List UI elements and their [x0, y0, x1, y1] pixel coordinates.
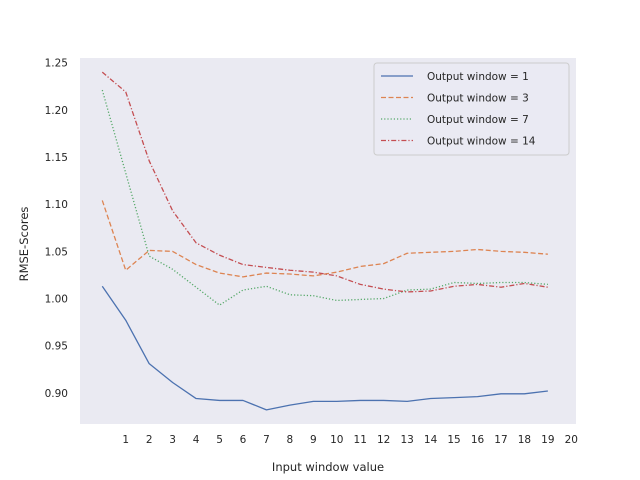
series-line-4 [101, 71, 548, 293]
y-axis-label: RMSE-Scores [17, 207, 31, 282]
x-tick-label: 19 [541, 434, 554, 446]
x-tick-label: 14 [424, 434, 438, 446]
series-line-2 [101, 200, 548, 278]
x-tick-label: 3 [169, 434, 176, 446]
legend-label: Output window = 3 [427, 93, 529, 105]
x-tick-label: 9 [310, 434, 317, 446]
x-tick-label: 7 [263, 434, 270, 446]
legend-label: Output window = 14 [427, 136, 536, 148]
legend-label: Output window = 7 [427, 114, 529, 126]
y-axis-ticks: 0.90 0.95 1.00 1.05 1.10 1.15 1.20 1.25 [45, 58, 68, 400]
x-tick-label: 13 [400, 434, 413, 446]
series-line-1 [101, 285, 548, 411]
y-tick-label: 0.90 [45, 388, 68, 400]
x-tick-label: 5 [216, 434, 223, 446]
x-tick-label: 16 [471, 434, 485, 446]
x-axis-label: Input window value [272, 460, 384, 474]
x-tick-label: 6 [240, 434, 247, 446]
x-tick-label: 10 [330, 434, 343, 446]
x-axis-ticks: 1 2 3 4 5 6 7 8 9 10 11 12 13 14 15 16 17 18 19 20 [122, 434, 578, 446]
y-tick-label: 0.95 [45, 341, 68, 353]
x-tick-label: 15 [447, 434, 460, 446]
y-tick-label: 1.10 [45, 199, 68, 211]
x-tick-label: 20 [565, 434, 578, 446]
y-tick-label: 1.15 [45, 152, 68, 164]
x-tick-label: 1 [122, 434, 129, 446]
y-tick-label: 1.20 [45, 105, 68, 117]
series-line-3 [101, 89, 548, 306]
x-tick-label: 4 [193, 434, 200, 446]
y-tick-label: 1.00 [45, 294, 68, 306]
x-tick-label: 18 [518, 434, 531, 446]
x-tick-label: 8 [287, 434, 294, 446]
legend-box [373, 62, 570, 156]
x-tick-label: 17 [494, 434, 507, 446]
legend-label: Output window = 1 [427, 71, 529, 83]
x-tick-label: 11 [354, 434, 367, 446]
series-lines [101, 71, 548, 411]
y-tick-label: 1.05 [45, 246, 68, 258]
x-tick-label: 2 [146, 434, 153, 446]
x-tick-label: 12 [377, 434, 390, 446]
y-tick-label: 1.25 [45, 58, 68, 70]
legend: Output window = 1 Output window = 3 Output… [373, 62, 570, 156]
